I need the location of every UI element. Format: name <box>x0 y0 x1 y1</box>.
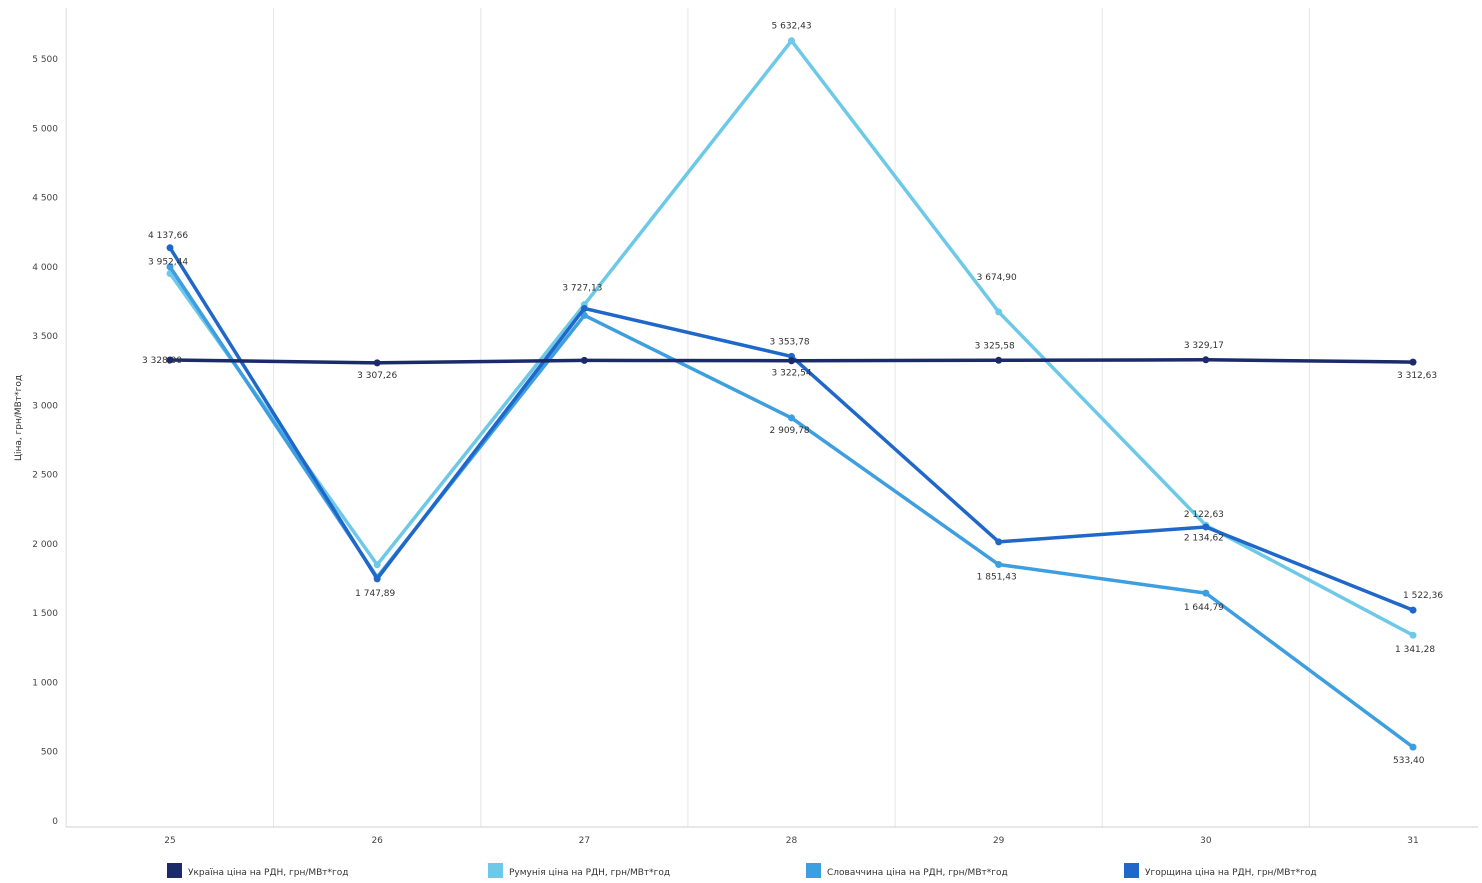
data-label: 5 632,43 <box>772 22 812 32</box>
legend-label: Україна ціна на РДН, грн/МВт*год <box>188 868 349 878</box>
y-tick-label: 4 500 <box>32 194 58 204</box>
data-point <box>1202 589 1210 597</box>
legend-swatch <box>806 863 821 878</box>
y-tick-label: 0 <box>52 817 58 827</box>
data-point <box>373 359 381 367</box>
data-point <box>166 263 174 271</box>
legend-label: Угорщина ціна на РДН, грн/МВт*год <box>1145 868 1317 878</box>
data-label: 3 674,90 <box>977 273 1017 283</box>
data-point <box>166 244 174 252</box>
data-point <box>373 561 381 569</box>
x-tick-label: 31 <box>1407 836 1418 846</box>
data-label: 3 325,58 <box>975 341 1015 351</box>
data-point <box>1409 631 1417 639</box>
y-tick-label: 3 500 <box>32 332 58 342</box>
data-label: 3 952,44 <box>148 257 188 267</box>
data-point <box>373 575 381 583</box>
data-label: 3 353,78 <box>770 337 810 347</box>
data-point <box>166 356 174 364</box>
x-tick-label: 26 <box>371 836 383 846</box>
axes: 0 500 1 000 1 500 2 000 2 500 3 000 3 500 4 000 4… <box>14 55 1478 846</box>
series-lines <box>166 37 1417 751</box>
legend-swatch <box>1124 863 1139 878</box>
data-point <box>580 356 588 364</box>
x-tick-label: 27 <box>579 836 590 846</box>
data-label: 3 312,63 <box>1397 371 1437 381</box>
data-point <box>1409 358 1417 366</box>
data-point <box>1409 743 1417 751</box>
y-tick-label: 5 500 <box>32 55 58 65</box>
data-label: 3 727,13 <box>562 284 602 294</box>
data-point <box>788 414 795 422</box>
data-point <box>580 304 588 312</box>
x-tick-label: 25 <box>164 836 175 846</box>
data-label: 3 307,26 <box>357 371 397 381</box>
legend: Україна ціна на РДН, грн/МВт*год Румунія … <box>167 863 1317 878</box>
data-label: 533,40 <box>1393 756 1425 766</box>
data-point <box>1202 356 1210 364</box>
data-point <box>1409 606 1417 614</box>
y-tick-label: 3 000 <box>32 401 58 411</box>
legend-swatch <box>488 863 503 878</box>
y-tick-label: 5 000 <box>32 124 58 134</box>
data-label: 2 134,62 <box>1184 533 1224 543</box>
y-tick-label: 2 000 <box>32 540 58 550</box>
data-label: 1 522,36 <box>1403 591 1443 601</box>
legend-swatch <box>167 863 182 878</box>
data-label: 2 122,63 <box>1184 510 1224 520</box>
gridlines <box>65 8 1310 827</box>
y-tick-label: 2 500 <box>32 471 58 481</box>
data-point <box>788 357 795 365</box>
data-point <box>995 538 1003 546</box>
data-label: 3 322,54 <box>772 369 812 379</box>
data-point <box>995 308 1003 316</box>
data-label: 1 341,28 <box>1395 645 1435 655</box>
data-label: 2 909,78 <box>770 426 810 436</box>
data-label: 4 137,66 <box>148 231 188 241</box>
data-point <box>995 356 1003 364</box>
y-tick-label: 1 000 <box>32 678 58 688</box>
y-tick-label: 4 000 <box>32 263 58 273</box>
data-label: 1 644,79 <box>1184 603 1224 613</box>
data-point <box>995 561 1003 569</box>
legend-label: Румунія ціна на РДН, грн/МВт*год <box>509 868 670 878</box>
x-tick-label: 30 <box>1200 836 1212 846</box>
x-tick-label: 28 <box>786 836 798 846</box>
y-tick-label: 1 500 <box>32 609 58 619</box>
data-labels: 3 328,00 3 307,26 3 322,54 3 325,58 3 329,17… <box>142 22 1443 766</box>
data-label: 1 851,43 <box>977 573 1017 583</box>
data-label: 3 329,17 <box>1184 341 1224 351</box>
data-point <box>788 37 795 45</box>
data-point <box>1202 523 1210 531</box>
data-point <box>580 311 588 319</box>
data-label: 1 747,89 <box>355 589 395 599</box>
legend-label: Словаччина ціна на РДН, грн/МВт*год <box>827 868 1008 878</box>
data-label: 3 328,00 <box>142 356 182 366</box>
y-axis-title: Ціна, грн/МВт*год <box>14 375 24 461</box>
x-tick-label: 29 <box>993 836 1005 846</box>
y-tick-label: 500 <box>41 748 58 758</box>
